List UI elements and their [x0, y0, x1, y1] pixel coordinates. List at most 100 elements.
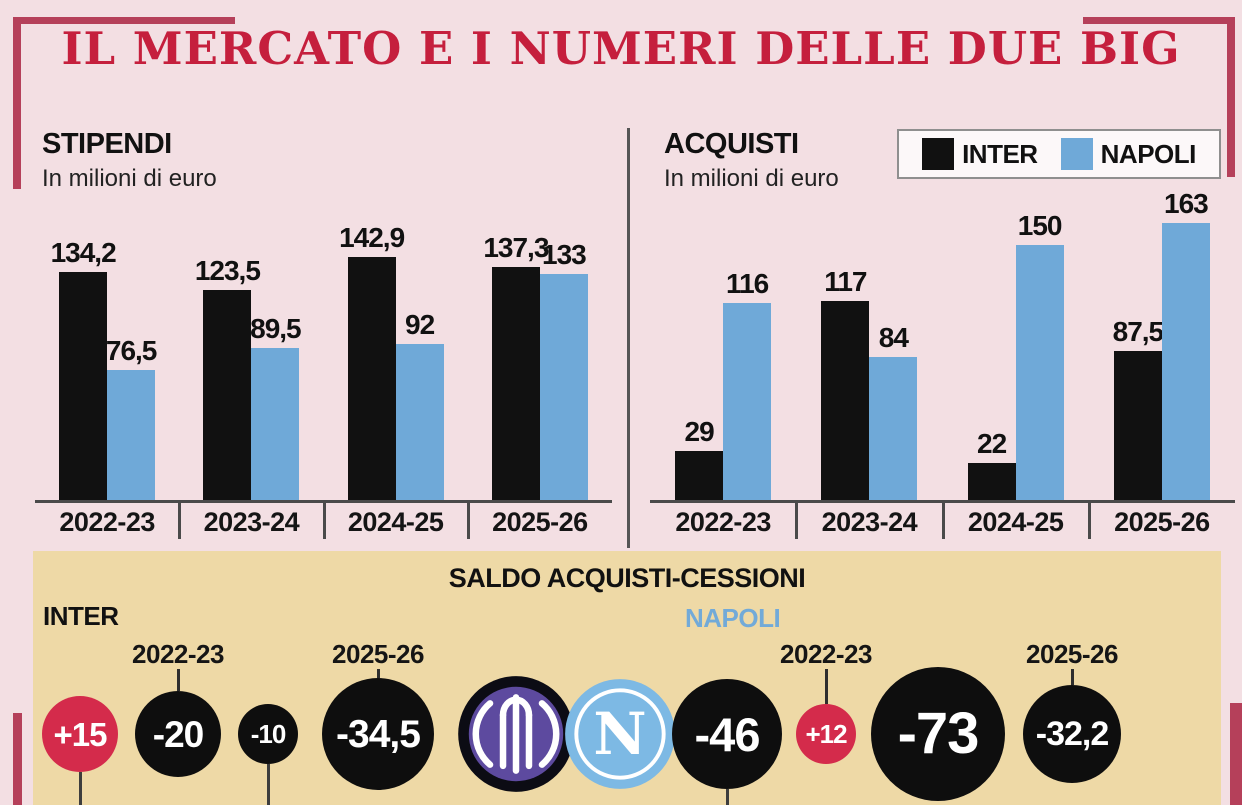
season-tick: [824, 669, 828, 704]
legend-label-napoli: NAPOLI: [1100, 138, 1197, 169]
frame-top-left-vertical: [13, 17, 21, 189]
acquisti-subtitle: In milioni di euro: [664, 165, 839, 192]
bar-group-2024-25: 22 150: [943, 210, 1089, 500]
season-tick: [176, 669, 180, 691]
charts-divider-line: [627, 128, 630, 548]
bar-napoli-2022-23: 116: [723, 268, 772, 500]
bar-group-2025-26: 87,5 163: [1089, 188, 1235, 500]
bar-value-label: 116: [726, 268, 769, 299]
x-axis-tick: [1087, 501, 1091, 539]
season-label-2022-23: 2022-23: [780, 639, 872, 669]
x-axis-label-2025-26: 2025-26: [1114, 507, 1210, 537]
bar-group-2023-24: 123,5 89,5: [179, 255, 323, 500]
season-tick: [1070, 669, 1074, 685]
legend: INTER NAPOLI: [897, 129, 1221, 179]
acquisti-x-axis-labels: 2022-23 2023-24 2024-25 2025-26: [650, 501, 1235, 541]
bar-inter-2023-24: 123,5: [195, 255, 261, 500]
x-axis-tick: [941, 501, 945, 539]
x-axis-label-2024-25: 2024-25: [967, 507, 1064, 537]
bar-inter-2022-23: 134,2: [51, 237, 117, 500]
legend-item-inter: INTER: [922, 138, 1038, 170]
bar-group-2025-26: 137,3 133: [468, 232, 612, 500]
x-axis-tick: [322, 501, 326, 539]
frame-bottom-right-vertical: [1230, 703, 1242, 805]
bar-value-label: 163: [1164, 188, 1209, 219]
bar-value-label: 92: [405, 309, 435, 340]
frame-bottom-left-vertical: [13, 713, 22, 805]
bar-napoli-2024-25: 150: [1015, 210, 1064, 500]
bubble-connector-line: [78, 772, 82, 805]
bar-value-label: 89,5: [250, 313, 301, 344]
legend-item-napoli: NAPOLI: [1060, 138, 1197, 170]
x-axis-label-2023-24: 2023-24: [203, 507, 300, 537]
saldo-title: SALDO ACQUISTI-CESSIONI: [448, 563, 806, 593]
acquisti-heading: ACQUISTI In milioni di euro: [664, 128, 1004, 193]
inter-color-swatch: [922, 138, 955, 170]
saldo-inter-label: INTER: [43, 601, 119, 631]
saldo-panel: SALDO ACQUISTI-CESSIONI INTER NAPOLI +15…: [33, 551, 1221, 805]
x-axis-tick: [795, 501, 799, 539]
saldo-bubble-napoli--32,2: -32,2: [1023, 685, 1121, 783]
stipendi-heading: STIPENDI In milioni di euro: [42, 128, 382, 193]
bar-value-label: 76,5: [105, 335, 157, 366]
bar-inter-2024-25: 142,9: [339, 222, 405, 500]
napoli-color-swatch: [1060, 138, 1093, 170]
stipendi-x-axis-labels: 2022-23 2023-24 2024-25 2025-26: [35, 501, 612, 541]
legend-label-inter: INTER: [962, 138, 1038, 169]
stipendi-subtitle: In milioni di euro: [42, 165, 217, 192]
bar-inter-2023-24: 117: [821, 266, 870, 500]
season-label-2022-23: 2022-23: [132, 639, 224, 669]
stipendi-bar-chart: 134,2 76,5 123,5 89,5 142,9 92 137,3 133: [35, 200, 612, 503]
bar-inter-2024-25: 22: [967, 428, 1016, 500]
frame-top-right-horizontal: [1083, 17, 1233, 24]
bar-value-label: 142,9: [339, 222, 405, 253]
svg-text:N: N: [593, 699, 646, 768]
saldo-napoli-label: NAPOLI: [685, 603, 781, 633]
bubble-connector-line: [725, 789, 729, 805]
bar-value-label: 29: [684, 416, 715, 447]
x-axis-tick: [466, 501, 470, 539]
x-axis-label-2022-23: 2022-23: [59, 507, 155, 537]
bar-napoli-2025-26: 163: [1161, 188, 1210, 500]
saldo-bubble-inter--10: -10: [238, 704, 298, 764]
bar-value-label: 84: [878, 322, 909, 353]
napoli-club-logo: N: [564, 678, 676, 795]
season-label-2025-26: 2025-26: [332, 639, 424, 669]
bar-group-2022-23: 29 116: [650, 268, 796, 500]
acquisti-title: ACQUISTI: [664, 128, 799, 160]
bar-inter-2025-26: 87,5: [1113, 316, 1164, 500]
saldo-bubble-napoli--73: -73: [871, 667, 1005, 801]
season-tick: [376, 669, 380, 678]
bar-napoli-2022-23: 76,5: [106, 335, 157, 500]
saldo-bubble-inter--20: -20: [135, 691, 221, 777]
x-axis-label-2023-24: 2023-24: [821, 507, 918, 537]
x-axis-label-2024-25: 2024-25: [347, 507, 444, 537]
bar-group-2023-24: 117 84: [796, 266, 942, 500]
x-axis-label-2022-23: 2022-23: [675, 507, 771, 537]
season-label-2025-26: 2025-26: [1026, 639, 1118, 669]
x-axis-label-2025-26: 2025-26: [492, 507, 588, 537]
frame-top-right-vertical: [1227, 17, 1235, 177]
bar-inter-2022-23: 29: [675, 416, 724, 500]
saldo-bubble-inter--34,5: -34,5: [322, 678, 434, 790]
bar-value-label: 22: [977, 428, 1007, 459]
bar-value-label: 117: [824, 266, 867, 297]
stipendi-title: STIPENDI: [42, 128, 172, 160]
saldo-bubble-napoli--46: -46: [672, 679, 782, 789]
bar-napoli-2025-26: 133: [539, 239, 588, 500]
bar-value-label: 123,5: [194, 255, 261, 286]
inter-club-logo: [457, 675, 575, 798]
frame-top-left-horizontal: [13, 17, 235, 24]
saldo-bubble-inter-+15: +15: [42, 696, 118, 772]
bubble-connector-line: [266, 764, 270, 805]
bar-napoli-2024-25: 92: [395, 309, 444, 500]
bar-value-label: 137,3: [483, 232, 549, 263]
bar-inter-2025-26: 137,3: [483, 232, 549, 500]
bar-value-label: 134,2: [50, 237, 117, 268]
saldo-bubble-napoli-+12: +12: [796, 704, 856, 764]
bar-group-2022-23: 134,2 76,5: [35, 237, 179, 500]
bar-napoli-2023-24: 84: [869, 322, 918, 500]
bar-group-2024-25: 142,9 92: [324, 222, 468, 500]
x-axis-tick: [178, 501, 182, 539]
